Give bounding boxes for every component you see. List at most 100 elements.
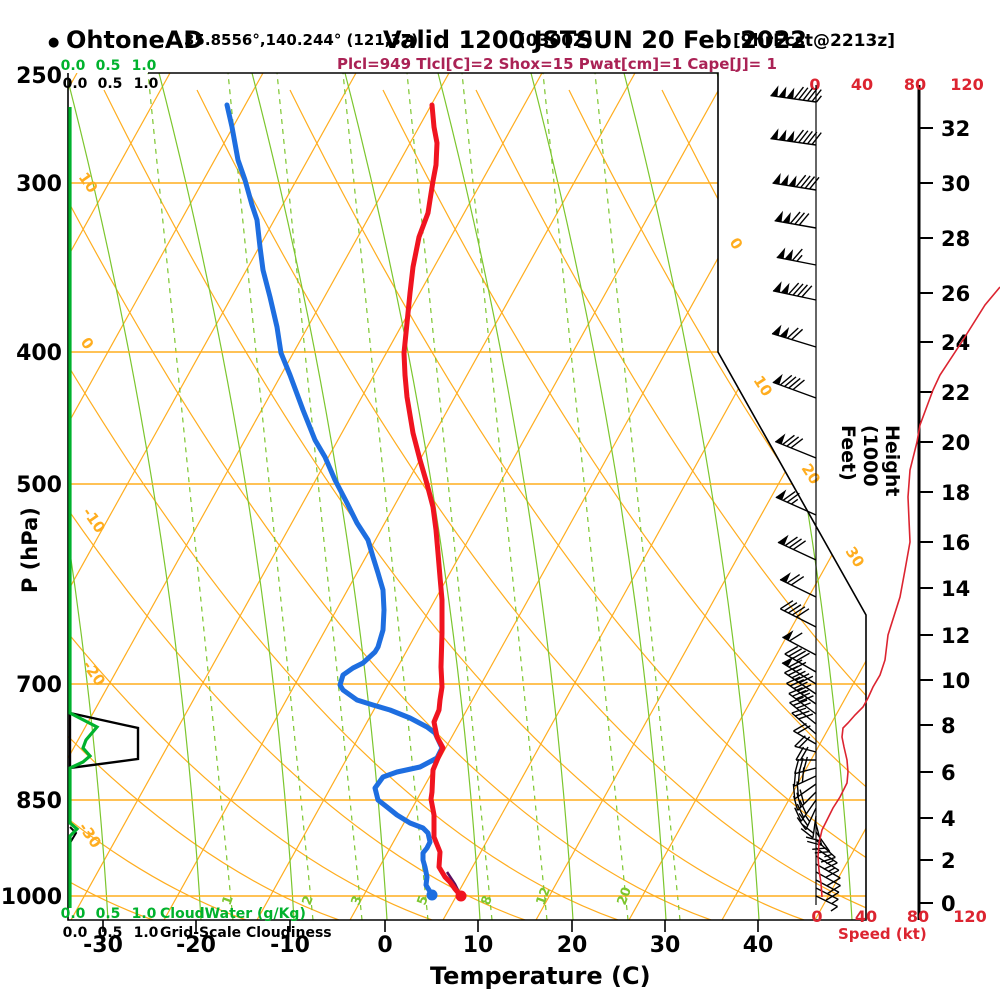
wind-barb-staff [815, 863, 841, 879]
cloudwater-scale-bottom: 0.5 [96, 906, 121, 922]
wind-barb-feather [790, 438, 804, 449]
wind-barb-feather [788, 538, 802, 549]
wind-barb [791, 707, 817, 735]
wind-barb-pennant [772, 173, 781, 185]
wind-barb [788, 687, 817, 715]
height-tick-label: 14 [941, 577, 970, 601]
height-tick-label: 4 [941, 807, 956, 831]
wind-barb [779, 572, 817, 598]
wind-barb-feather [796, 803, 805, 818]
wind-barb-staff [815, 847, 838, 864]
wind-barb-feather [794, 807, 802, 822]
cloudiness-profile [68, 711, 140, 770]
wind-barb [771, 324, 817, 348]
wind-barb [770, 128, 822, 146]
wind-barb-feather [800, 827, 814, 839]
wind-barb-feather [790, 575, 805, 586]
wind-barb-feather [786, 327, 799, 339]
speed-top-tick-label: 40 [851, 75, 873, 94]
wind-barb-staff [776, 256, 817, 266]
wind-barb-feather [796, 781, 800, 797]
wind-barb-pennant [779, 327, 790, 338]
pressure-tick-label: 850 [16, 789, 62, 814]
wind-barb-staff [784, 653, 817, 673]
wind-barb-staff [777, 541, 817, 561]
wind-barb-pennant [772, 324, 782, 336]
dry-adiabat-line [103, 89, 805, 920]
isotherm-line [535, 73, 866, 920]
temperature-tick-label: -30 [83, 933, 123, 958]
height-tick-label: 0 [941, 892, 956, 916]
wind-barb-feather [796, 792, 802, 808]
isotherm-line [68, 73, 171, 920]
dry-adiabat-line [68, 89, 619, 920]
wind-barb-feather [798, 713, 814, 720]
wind-barb-pennant [772, 281, 782, 293]
mixing-ratio-line [227, 73, 314, 920]
wind-barb-half-feather [830, 905, 838, 912]
wind-barb-feather [795, 710, 810, 717]
wind-barb-half-feather [824, 853, 833, 858]
wind-barb [793, 722, 817, 745]
wind-barb-feather [799, 695, 814, 703]
isotherm-line [256, 73, 729, 920]
wind-barb-feather [793, 722, 807, 732]
wind-barb-feather [795, 174, 807, 188]
moist-adiabat-line [623, 73, 760, 920]
wind-barb-feather [789, 678, 805, 687]
wind-barb-staff [815, 831, 831, 853]
cloudwater-scale-bottom: 1.0 [132, 906, 157, 922]
wind-barb-feather [784, 536, 798, 547]
speed-bottom-tick-label: 40 [855, 907, 877, 926]
plot-border [67, 72, 867, 921]
isotherm-line [68, 73, 450, 920]
temperature-profile [401, 102, 464, 899]
wind-barb-feather [791, 328, 804, 341]
wind-barb-feather [787, 604, 802, 614]
station-coords: 35.8556°,140.244° (121,37) [184, 31, 419, 49]
wind-speed-profile [817, 286, 1000, 898]
wind-barb-feather [786, 574, 801, 584]
temperature-tick-label: -10 [270, 933, 310, 958]
pressure-tick-label: 1000 [1, 885, 62, 910]
wind-barb-feather [811, 89, 822, 102]
wind-barb-feather [802, 130, 813, 144]
wind-barb-feather [809, 176, 820, 190]
cloudiness-scale-bottom: 0.0 [63, 925, 88, 941]
wind-barb-feather [793, 771, 797, 787]
wind-barb-feather [782, 490, 796, 501]
isotherm-label: 0 [726, 234, 747, 253]
cloudiness-scale-top: 1.0 [134, 76, 159, 92]
speed-bottom-tick-label: 120 [953, 907, 986, 926]
wind-barb-staff [780, 608, 817, 628]
cloudwater-profile [68, 107, 100, 908]
wind-barb-pennant [778, 86, 787, 98]
cloudwater-scale-bottom: 0.0 [61, 906, 86, 922]
mixing-ratio-label: 12 [534, 885, 554, 907]
station-bullet-icon: ● [48, 35, 60, 50]
temperature-surface-dot [455, 890, 467, 902]
dry-adiabat-line [196, 89, 866, 920]
pressure-tick-label: 700 [16, 673, 62, 698]
wind-barb [772, 173, 820, 191]
wind-barb-staff [770, 137, 817, 146]
dry-adiabat-label: 10 [75, 169, 102, 196]
pressure-tick-label: 400 [16, 341, 62, 366]
wind-barb-pennant [780, 282, 790, 294]
wind-barb-pennant [775, 489, 787, 500]
cloudwater-scale-title: CloudWater (g/Kg) [160, 906, 306, 922]
wind-barb-feather [823, 862, 838, 870]
mixing-ratio-line [147, 73, 234, 920]
wind-barb-staff [815, 895, 838, 908]
wind-barb-feather [796, 702, 811, 709]
wind-barb-pennant [782, 656, 794, 667]
wind-barb-feather [799, 675, 814, 684]
zulu-time: (0300Z) [518, 31, 594, 51]
moist-adiabat-line [530, 73, 667, 920]
wind-barb-feather [793, 86, 805, 100]
wind-barb [774, 210, 817, 229]
moist-adiabat-line [68, 73, 109, 920]
wind-barb-feather [802, 87, 813, 101]
wind-barb-pennant [772, 373, 783, 385]
dry-adiabat-line [68, 89, 526, 920]
